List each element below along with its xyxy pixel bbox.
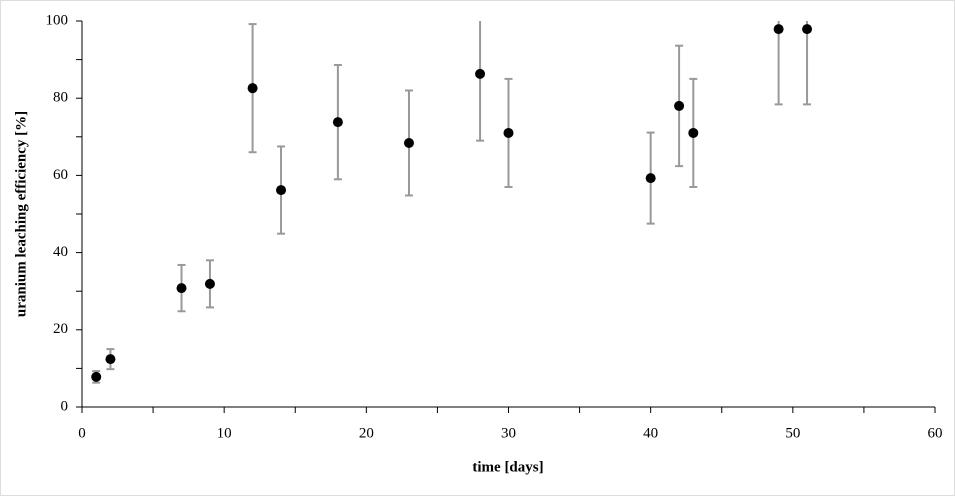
x-tick-label: 30: [501, 425, 516, 441]
plot-area: [91, 21, 813, 384]
y-axis-label: uranium leaching efficiency [%]: [13, 111, 29, 317]
point: [773, 24, 784, 35]
x-tick-label: 50: [785, 425, 800, 441]
x-tick-label: 60: [928, 425, 943, 441]
y-tick-label: 60: [53, 167, 68, 183]
error-bar: [774, 21, 783, 106]
point: [105, 354, 116, 365]
x-tick-label: 40: [643, 425, 658, 441]
y-tick-label: 100: [46, 12, 69, 28]
x-axis-label: time [days]: [472, 459, 543, 475]
point: [688, 127, 699, 138]
y-tick-label: 20: [53, 321, 68, 337]
point: [475, 68, 486, 79]
point: [503, 127, 514, 138]
y-tick-label: 40: [53, 244, 68, 260]
point: [403, 137, 414, 148]
error-bar: [803, 21, 812, 106]
point: [247, 83, 258, 94]
point: [91, 371, 102, 382]
point: [332, 117, 343, 128]
y-tick-label: 0: [61, 398, 69, 414]
y-tick-label: 80: [53, 90, 68, 106]
point: [176, 283, 187, 294]
point: [204, 278, 215, 289]
point: [674, 100, 685, 111]
x-tick-label: 0: [78, 425, 86, 441]
point: [802, 24, 813, 35]
x-tick-label: 20: [359, 425, 374, 441]
point: [276, 185, 287, 196]
point: [645, 173, 656, 184]
x-tick-label: 10: [217, 425, 232, 441]
